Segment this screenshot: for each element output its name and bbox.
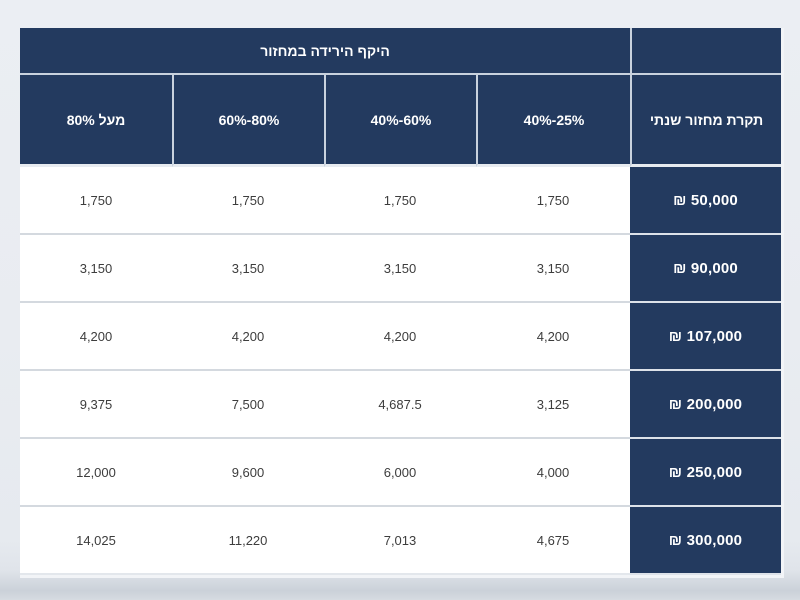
table-title: היקף הירידה במחזור <box>20 28 631 75</box>
data-cell: 1,750 <box>20 167 172 235</box>
data-cell: 3,150 <box>20 235 172 303</box>
data-cell: 12,000 <box>20 439 172 507</box>
data-cell: 9,600 <box>172 439 324 507</box>
table-row: 12,000 9,600 6,000 4,000 ₪ 250,000 <box>20 439 782 507</box>
data-cell: 4,200 <box>172 303 324 371</box>
column-header-annual-cap: תקרת מחזור שנתי <box>630 75 782 167</box>
data-cell: 7,500 <box>172 371 324 439</box>
data-cell: 6,000 <box>324 439 476 507</box>
data-cell: 1,750 <box>324 167 476 235</box>
data-cell: 4,200 <box>324 303 476 371</box>
table-row: 14,025 11,220 7,013 4,675 ₪ 300,000 <box>20 507 782 575</box>
table-row: 4,200 4,200 4,200 4,200 ₪ 107,000 <box>20 303 782 371</box>
table-row: 3,150 3,150 3,150 3,150 ₪ 90,000 <box>20 235 782 303</box>
annual-cap-cell: ₪ 50,000 <box>630 167 782 235</box>
data-cell: 3,125 <box>476 371 631 439</box>
data-cell: 4,200 <box>476 303 631 371</box>
column-header-over-80: מעל 80% <box>20 75 172 167</box>
annual-cap-cell: ₪ 200,000 <box>630 371 782 439</box>
column-header-40-60: 40%-60% <box>324 75 476 167</box>
data-cell: 9,375 <box>20 371 172 439</box>
column-header-row: מעל 80% 60%-80% 40%-60% 40%-25% תקרת מחז… <box>20 75 782 167</box>
turnover-decline-table: היקף הירידה במחזור מעל 80% 60%-80% 40%-6… <box>20 28 785 578</box>
data-cell: 4,000 <box>476 439 631 507</box>
data-cell: 4,200 <box>20 303 172 371</box>
column-header-25-40: 40%-25% <box>476 75 631 167</box>
data-cell: 3,150 <box>324 235 476 303</box>
annual-cap-cell: ₪ 90,000 <box>630 235 782 303</box>
data-cell: 1,750 <box>172 167 324 235</box>
table-title-row: היקף הירידה במחזור <box>20 28 782 75</box>
table-row: 1,750 1,750 1,750 1,750 ₪ 50,000 <box>20 167 782 235</box>
data-cell: 4,675 <box>476 507 631 575</box>
data-cell: 3,150 <box>172 235 324 303</box>
data-cell: 4,687.5 <box>324 371 476 439</box>
data-cell: 1,750 <box>476 167 631 235</box>
data-cell: 3,150 <box>476 235 631 303</box>
data-cell: 11,220 <box>172 507 324 575</box>
table-row: 9,375 7,500 4,687.5 3,125 ₪ 200,000 <box>20 371 782 439</box>
data-cell: 14,025 <box>20 507 172 575</box>
annual-cap-cell: ₪ 250,000 <box>630 439 782 507</box>
corner-cell <box>630 28 782 75</box>
data-cell: 7,013 <box>324 507 476 575</box>
annual-cap-cell: ₪ 107,000 <box>630 303 782 371</box>
annual-cap-cell: ₪ 300,000 <box>630 507 782 575</box>
column-header-60-80: 60%-80% <box>172 75 324 167</box>
